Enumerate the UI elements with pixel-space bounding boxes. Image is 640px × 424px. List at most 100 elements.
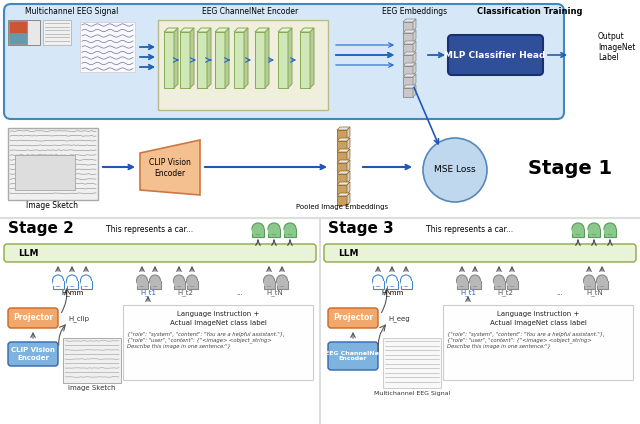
Bar <box>15 155 75 190</box>
Text: H_clip: H_clip <box>68 315 89 322</box>
Ellipse shape <box>401 275 412 286</box>
Bar <box>284 229 296 234</box>
Bar <box>572 229 584 234</box>
Polygon shape <box>207 28 211 88</box>
Bar <box>278 32 288 88</box>
Polygon shape <box>310 28 314 88</box>
Text: Image Sketch: Image Sketch <box>26 201 78 209</box>
Text: Projector: Projector <box>13 313 53 323</box>
Bar <box>81 281 92 286</box>
Bar <box>470 281 481 289</box>
Text: Actual ImageNet class label: Actual ImageNet class label <box>170 320 266 326</box>
Bar <box>387 281 397 289</box>
Bar <box>52 281 63 286</box>
Ellipse shape <box>456 275 467 286</box>
Bar <box>493 281 504 286</box>
Bar <box>264 281 275 286</box>
Text: H_t2: H_t2 <box>177 290 193 296</box>
Polygon shape <box>234 28 248 32</box>
Ellipse shape <box>136 275 147 286</box>
Polygon shape <box>337 160 350 163</box>
Text: H_t1: H_t1 <box>140 290 156 296</box>
Polygon shape <box>347 149 350 161</box>
Text: Pooled Image Embeddings: Pooled Image Embeddings <box>296 204 388 210</box>
Polygon shape <box>347 182 350 194</box>
Polygon shape <box>288 28 292 88</box>
Polygon shape <box>347 127 350 139</box>
FancyBboxPatch shape <box>328 308 378 328</box>
Text: This represents a car...: This represents a car... <box>426 224 513 234</box>
Ellipse shape <box>52 275 63 286</box>
Polygon shape <box>225 28 229 88</box>
Bar <box>8 20 40 45</box>
Text: Stage 2: Stage 2 <box>8 221 74 237</box>
Bar <box>443 305 633 380</box>
Text: H_eeg: H_eeg <box>388 315 410 322</box>
FancyBboxPatch shape <box>4 4 564 119</box>
Text: MLP Classifier Head: MLP Classifier Head <box>444 50 546 59</box>
Bar <box>9 33 27 44</box>
Polygon shape <box>413 63 416 75</box>
FancyBboxPatch shape <box>4 244 316 262</box>
Bar <box>136 281 147 289</box>
Bar <box>403 77 413 86</box>
Bar <box>268 229 280 234</box>
Text: Multichannel EEG Signal: Multichannel EEG Signal <box>374 391 450 396</box>
Bar <box>215 32 225 88</box>
FancyBboxPatch shape <box>324 244 636 262</box>
Bar <box>63 338 121 383</box>
Ellipse shape <box>150 275 161 286</box>
Text: LLM: LLM <box>18 248 38 257</box>
Text: LLM: LLM <box>338 248 358 257</box>
Bar <box>588 229 600 234</box>
Polygon shape <box>140 140 200 195</box>
Bar <box>8 128 98 200</box>
Bar <box>403 33 413 42</box>
Bar <box>584 281 595 289</box>
Polygon shape <box>413 19 416 31</box>
Text: Output
ImageNet
Label: Output ImageNet Label <box>598 32 636 62</box>
Polygon shape <box>164 28 178 32</box>
Bar <box>150 281 161 289</box>
Polygon shape <box>337 182 350 185</box>
Polygon shape <box>174 28 178 88</box>
Ellipse shape <box>470 275 481 286</box>
Circle shape <box>423 138 487 202</box>
Bar <box>493 281 504 289</box>
Polygon shape <box>337 127 350 130</box>
Bar <box>164 32 174 88</box>
Bar <box>173 281 184 289</box>
Text: CLIP Vision
Encoder: CLIP Vision Encoder <box>149 158 191 178</box>
Bar <box>596 281 607 286</box>
Bar <box>252 229 264 237</box>
Bar <box>337 163 347 172</box>
Polygon shape <box>337 193 350 196</box>
Text: Image Sketch: Image Sketch <box>68 385 116 391</box>
Bar <box>67 281 77 289</box>
Ellipse shape <box>264 275 275 286</box>
Ellipse shape <box>584 275 595 286</box>
Text: H_tN: H_tN <box>267 290 284 296</box>
Bar <box>264 281 275 289</box>
Text: {"role": "system", "content": "You are a helpful assistant."},
{"role": "user", : {"role": "system", "content": "You are a… <box>127 332 285 349</box>
Bar <box>604 229 616 237</box>
Bar <box>284 229 296 237</box>
Bar <box>401 281 412 286</box>
Bar <box>401 281 412 289</box>
Text: H_t1: H_t1 <box>460 290 476 296</box>
Ellipse shape <box>493 275 504 286</box>
Polygon shape <box>347 160 350 172</box>
FancyBboxPatch shape <box>8 308 58 328</box>
Text: H_t2: H_t2 <box>497 290 513 296</box>
Bar <box>337 152 347 161</box>
Bar <box>403 55 413 64</box>
Polygon shape <box>413 52 416 64</box>
FancyBboxPatch shape <box>448 35 543 75</box>
Bar <box>506 281 518 286</box>
Text: H_mm: H_mm <box>381 290 403 296</box>
Ellipse shape <box>276 275 287 286</box>
Text: ...: ... <box>237 290 243 296</box>
Text: EEG ChannelNet
Encoder: EEG ChannelNet Encoder <box>324 351 381 361</box>
Ellipse shape <box>372 275 383 286</box>
Polygon shape <box>337 138 350 141</box>
